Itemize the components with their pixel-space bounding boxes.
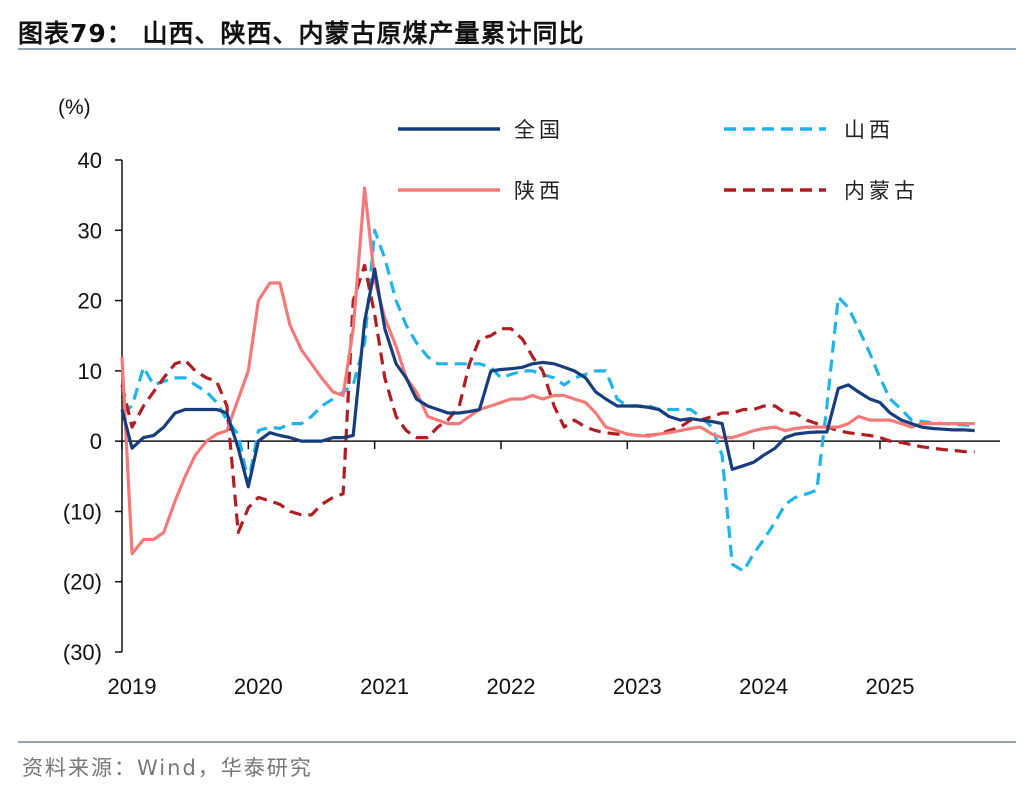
y-tick-label: 20 — [78, 289, 102, 314]
x-tick-label: 2019 — [108, 674, 157, 699]
series-layer — [120, 186, 975, 573]
figure-title: 图表79： 山西、陕西、内蒙古原煤产量累计同比 — [18, 19, 585, 48]
x-tick-label: 2020 — [234, 674, 283, 699]
series-line-0 — [120, 267, 975, 489]
x-tick-label: 2022 — [487, 674, 536, 699]
y-axis: 40 30 20 10 0 (10) (20) (30) — [63, 148, 123, 665]
x-tick-label: 2025 — [866, 674, 915, 699]
y-tick-label: 40 — [78, 148, 102, 173]
series-line-1 — [121, 228, 975, 573]
legend-label-3: 内蒙古 — [844, 179, 919, 203]
x-axis: 2019 2020 2021 2022 2023 2024 2025 — [108, 440, 1000, 699]
y-tick-label: 10 — [78, 359, 102, 384]
top-rule — [18, 48, 1016, 50]
y-tick-label: (10) — [63, 499, 102, 524]
legend-label-0: 全国 — [514, 118, 564, 142]
y-tick-label: 0 — [90, 429, 102, 454]
legend-label-2: 陕西 — [514, 179, 564, 203]
x-tick-label: 2021 — [360, 674, 409, 699]
bottom-rule — [18, 741, 1016, 743]
x-tick-label: 2023 — [613, 674, 662, 699]
legend-label-1: 山西 — [844, 118, 894, 142]
source-note: 资料来源：Wind，华泰研究 — [22, 756, 313, 780]
series-line-2 — [120, 186, 975, 556]
series-line-3 — [120, 263, 975, 535]
y-tick-label: (30) — [63, 640, 102, 665]
y-tick-label: 30 — [78, 218, 102, 243]
y-tick-label: (20) — [63, 570, 102, 595]
y-unit-label: (%) — [58, 96, 91, 119]
x-tick-label: 2024 — [739, 674, 788, 699]
